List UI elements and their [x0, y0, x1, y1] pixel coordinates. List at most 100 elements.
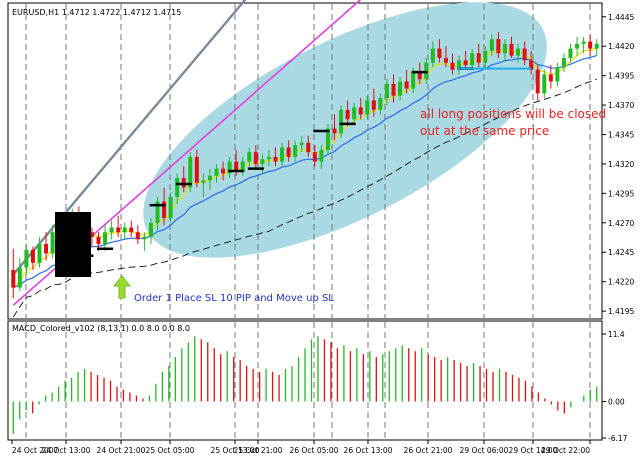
candle-body: [142, 236, 147, 240]
candle-body: [437, 48, 442, 58]
candle-body: [96, 236, 101, 245]
candle-body: [522, 48, 527, 61]
candle-body: [44, 244, 49, 254]
candle-body: [293, 145, 298, 157]
candle-body: [588, 41, 593, 49]
candle-body: [188, 156, 193, 188]
entry-up-arrow: [112, 275, 132, 299]
candle-body: [535, 69, 540, 94]
candle-body: [240, 161, 245, 172]
candle-body: [214, 168, 219, 176]
candle-body: [371, 100, 376, 110]
price-axis-label: 1.4270: [608, 219, 634, 228]
candle-body: [476, 53, 481, 63]
candle-body: [325, 128, 330, 150]
candle-body: [266, 156, 271, 160]
candle-body: [50, 232, 55, 254]
candle-body: [483, 50, 488, 63]
time-axis-label: 24 Oct 2007: [12, 446, 59, 455]
candle-body: [352, 107, 357, 120]
candle-body: [594, 43, 599, 49]
candle-body: [89, 232, 94, 237]
candle-body: [555, 67, 560, 82]
candle-body: [207, 175, 212, 181]
candle-body: [11, 269, 16, 288]
candle-body: [168, 196, 173, 219]
ema-blue-line: [13, 55, 597, 289]
candle-body: [502, 43, 507, 54]
time-axis-label: 29 Oct 14:00: [509, 446, 558, 455]
price-axis-label: 1.4320: [608, 160, 634, 169]
marked-range-box: [55, 212, 91, 277]
price-axis-label: 1.4295: [608, 189, 634, 198]
time-axis-label: 24 Oct 21:00: [97, 446, 146, 455]
candle-body: [463, 60, 468, 66]
candle-body: [162, 201, 167, 219]
price-axis-label: 1.4195: [608, 307, 634, 316]
annotation-close-line-1: all long positions will be closed: [420, 107, 606, 121]
candle-body: [135, 232, 140, 240]
price-axis-label: 1.4220: [608, 278, 634, 287]
candle-body: [109, 227, 114, 233]
annotation-close-line-2: out at the same price: [420, 124, 549, 138]
candle-body: [529, 60, 534, 70]
candle-body: [175, 178, 180, 197]
candle-body: [398, 81, 403, 96]
candle-body: [450, 62, 455, 70]
candle-body: [116, 227, 121, 233]
candle-body: [286, 147, 291, 157]
candle-body: [411, 72, 416, 89]
macd-panel-title: MACD_Colored_v102 (8,13,1) 0.0 8.0 0.0 8…: [12, 324, 190, 333]
candle-body: [319, 149, 324, 162]
candle-body: [299, 142, 304, 146]
candle-body: [332, 128, 337, 134]
ma-dashed-line: [12, 78, 597, 318]
candle-body: [358, 107, 363, 115]
candle-body: [443, 57, 448, 63]
price-axis-label: 1.4445: [608, 13, 634, 22]
price-axis-label: 1.4245: [608, 248, 634, 257]
price-axis-label: 1.4420: [608, 42, 634, 51]
candle-body: [155, 201, 160, 223]
candle-body: [516, 48, 521, 56]
candle-body: [30, 249, 35, 263]
candle-body: [280, 147, 285, 162]
time-axis-label: 26 Oct 05:00: [290, 446, 339, 455]
price-axis-label: 1.4345: [608, 131, 634, 140]
time-axis-label: 26 Oct 13:00: [344, 446, 393, 455]
price-axis-label: 1.4395: [608, 72, 634, 81]
candle-body: [496, 39, 501, 54]
candle-body: [509, 43, 514, 56]
candle-body: [122, 227, 127, 233]
macd-axis-label: 0.00: [608, 397, 625, 406]
macd-axis-label: -6.17: [608, 434, 628, 443]
candle-body: [312, 152, 317, 162]
time-axis-label: 29 Oct 06:00: [460, 446, 509, 455]
time-axis-label: 25 Oct 13:00: [211, 446, 260, 455]
candle-body: [129, 227, 134, 233]
candle-body: [575, 43, 580, 49]
candle-body: [194, 156, 199, 183]
candle-body: [339, 109, 344, 134]
candle-body: [227, 161, 232, 174]
candle-body: [273, 156, 278, 162]
candle-body: [470, 53, 475, 66]
candle-body: [37, 244, 42, 263]
macd-axis-label: 11.4: [608, 330, 625, 339]
candle-body: [391, 83, 396, 96]
candle-body: [306, 142, 311, 153]
time-axis-label: 25 Oct 21:00: [234, 446, 283, 455]
candle-body: [430, 48, 435, 63]
candle-body: [260, 159, 265, 164]
candle-body: [542, 74, 547, 94]
candle-body: [148, 222, 153, 237]
candle-body: [489, 39, 494, 51]
candle-body: [221, 168, 226, 174]
candle-body: [201, 180, 206, 183]
candle-body: [103, 232, 108, 245]
time-axis-label: 25 Oct 05:00: [146, 446, 195, 455]
sma-gray-line: [12, 0, 247, 276]
candle-body: [234, 161, 239, 172]
